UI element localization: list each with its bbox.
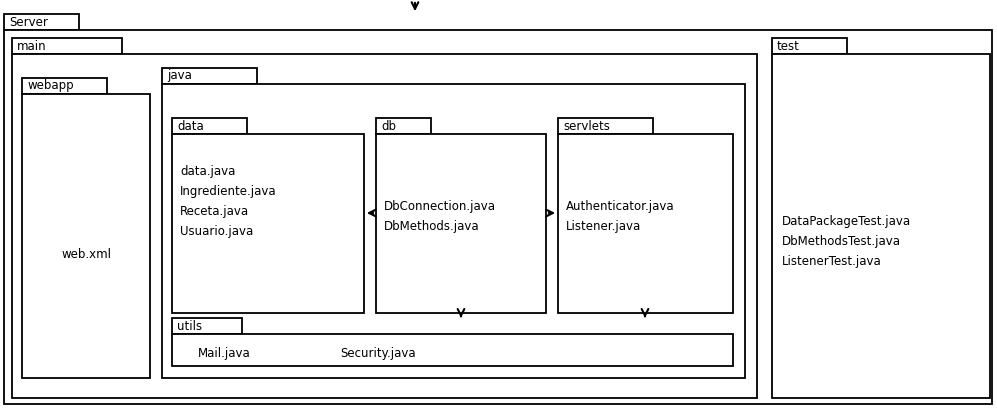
Polygon shape (558, 134, 733, 313)
Polygon shape (772, 38, 847, 54)
Text: data.java
Ingrediente.java
Receta.java
Usuario.java: data.java Ingrediente.java Receta.java U… (180, 165, 276, 238)
Polygon shape (162, 68, 257, 84)
Polygon shape (172, 134, 364, 313)
Polygon shape (558, 118, 653, 134)
Text: web.xml: web.xml (61, 248, 111, 261)
Polygon shape (172, 118, 247, 134)
Polygon shape (4, 30, 992, 404)
Text: db: db (381, 119, 396, 133)
Polygon shape (22, 94, 150, 378)
Text: Server: Server (9, 16, 48, 29)
Polygon shape (376, 118, 431, 134)
Text: test: test (777, 40, 800, 52)
Polygon shape (172, 318, 242, 334)
Text: Authenticator.java
Listener.java: Authenticator.java Listener.java (566, 200, 675, 233)
Polygon shape (376, 134, 546, 313)
Text: DbConnection.java
DbMethods.java: DbConnection.java DbMethods.java (384, 200, 496, 233)
Text: main: main (17, 40, 47, 52)
Polygon shape (172, 334, 733, 366)
Text: Mail.java: Mail.java (198, 347, 251, 360)
Polygon shape (12, 54, 757, 398)
Polygon shape (4, 14, 79, 30)
Text: java: java (167, 70, 191, 83)
Polygon shape (772, 54, 990, 398)
Text: servlets: servlets (563, 119, 610, 133)
Text: Security.java: Security.java (340, 347, 416, 360)
Text: utils: utils (177, 319, 202, 333)
Text: DataPackageTest.java
DbMethodsTest.java
ListenerTest.java: DataPackageTest.java DbMethodsTest.java … (782, 215, 911, 268)
Text: data: data (177, 119, 203, 133)
Polygon shape (22, 78, 107, 94)
Text: webapp: webapp (27, 79, 74, 92)
Polygon shape (162, 84, 745, 378)
Polygon shape (12, 38, 122, 54)
